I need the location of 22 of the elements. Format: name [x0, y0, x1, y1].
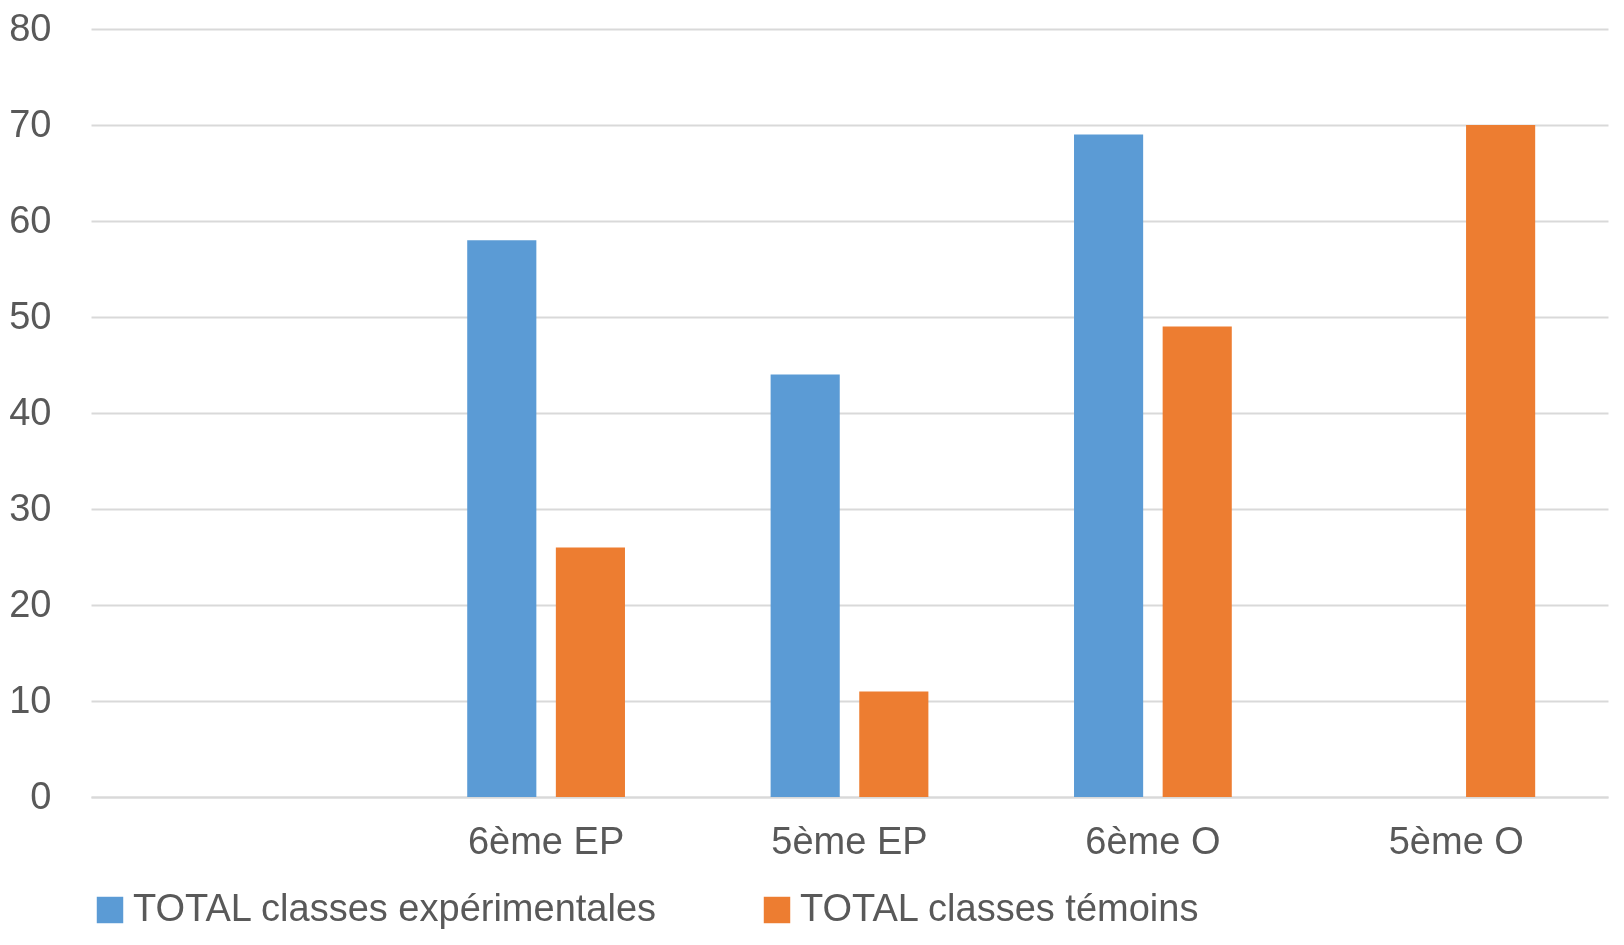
y-tick-label: 40 — [9, 390, 52, 433]
legend-label: TOTAL classes témoins — [800, 887, 1199, 929]
y-tick-label: 20 — [9, 582, 52, 625]
y-tick-label: 70 — [9, 102, 52, 145]
bar — [770, 374, 840, 797]
bar — [1466, 125, 1536, 797]
y-tick-label: 60 — [9, 198, 52, 241]
bar — [1074, 134, 1144, 797]
legend-label: TOTAL classes expérimentales — [133, 887, 657, 929]
y-tick-label: 10 — [9, 678, 52, 721]
x-tick-label: 5ème EP — [771, 819, 928, 862]
x-tick-label: 5ème O — [1388, 819, 1524, 862]
y-tick-label: 50 — [9, 294, 52, 337]
x-tick-label: 6ème O — [1085, 819, 1221, 862]
bar — [467, 240, 537, 797]
y-tick-label: 80 — [9, 6, 52, 49]
bar — [859, 691, 929, 797]
bar — [1162, 326, 1232, 797]
y-tick-label: 0 — [30, 774, 52, 817]
x-tick-label: 6ème EP — [467, 819, 625, 862]
bar — [555, 547, 625, 797]
y-tick-label: 30 — [9, 486, 52, 529]
